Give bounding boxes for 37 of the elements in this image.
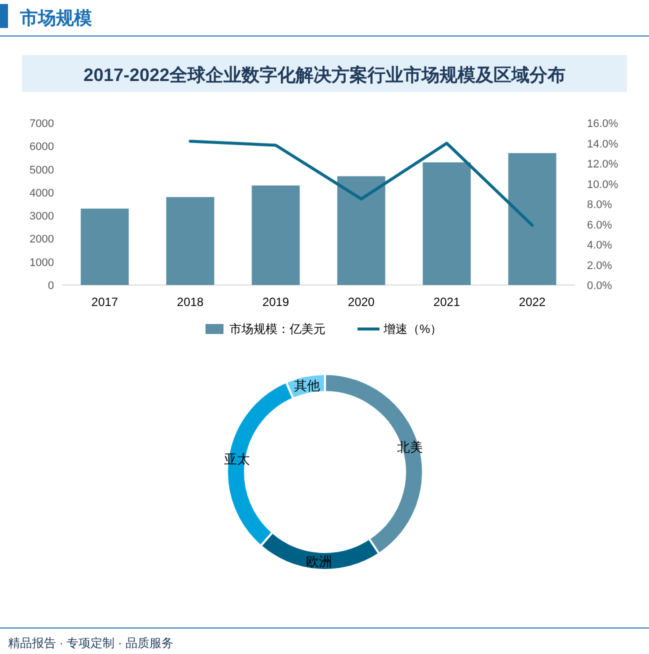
bar bbox=[166, 197, 214, 285]
y-tick-label: 2000 bbox=[30, 234, 54, 246]
y2-tick-label: 10.0% bbox=[587, 178, 618, 191]
slice-label: 其他 bbox=[294, 378, 320, 393]
chart-title: 2017-2022全球企业数字化解决方案行业市场规模及区域分布 bbox=[83, 65, 566, 85]
x-tick-label: 2021 bbox=[433, 295, 460, 309]
line-series bbox=[188, 140, 534, 227]
y-tick-label: 1000 bbox=[30, 256, 54, 269]
y-tick-label: 4000 bbox=[30, 187, 54, 200]
y2-tick-label: 6.0% bbox=[587, 219, 612, 232]
bar bbox=[80, 208, 129, 285]
text: 市场规模 bbox=[19, 8, 92, 28]
text: 精品报告 · 专项定制 · 品质服务 bbox=[8, 636, 174, 650]
y-tick-label: 7000 bbox=[30, 118, 54, 130]
bar bbox=[508, 153, 556, 285]
x-tick-label: 2019 bbox=[262, 295, 290, 309]
x-tick-label: 2020 bbox=[348, 295, 375, 309]
legend-label: 增速（%） bbox=[382, 322, 442, 336]
legend-label: 市场规模：亿美元 bbox=[230, 322, 326, 336]
y2-tick-label: 16.0% bbox=[587, 118, 618, 130]
y-tick-label: 5000 bbox=[30, 164, 54, 176]
bar bbox=[252, 185, 300, 285]
x-tick-label: 2017 bbox=[91, 295, 118, 309]
y2-tick-label: 0.0% bbox=[587, 280, 612, 292]
y2-tick-label: 8.0% bbox=[587, 199, 612, 211]
y-tick-label: 3000 bbox=[30, 210, 54, 223]
y-tick-label: 0 bbox=[48, 280, 54, 292]
y2-tick-label: 12.0% bbox=[587, 158, 618, 170]
bar bbox=[337, 176, 386, 285]
y2-tick-label: 14.0% bbox=[587, 138, 618, 150]
slice-label: 欧洲 bbox=[306, 554, 332, 569]
x-tick-label: 2018 bbox=[176, 295, 204, 309]
bar bbox=[422, 162, 471, 285]
y-tick-label: 6000 bbox=[30, 141, 54, 154]
y2-tick-label: 2.0% bbox=[587, 260, 612, 272]
y2-tick-label: 4.0% bbox=[587, 240, 612, 252]
x-tick-label: 2022 bbox=[518, 295, 546, 309]
